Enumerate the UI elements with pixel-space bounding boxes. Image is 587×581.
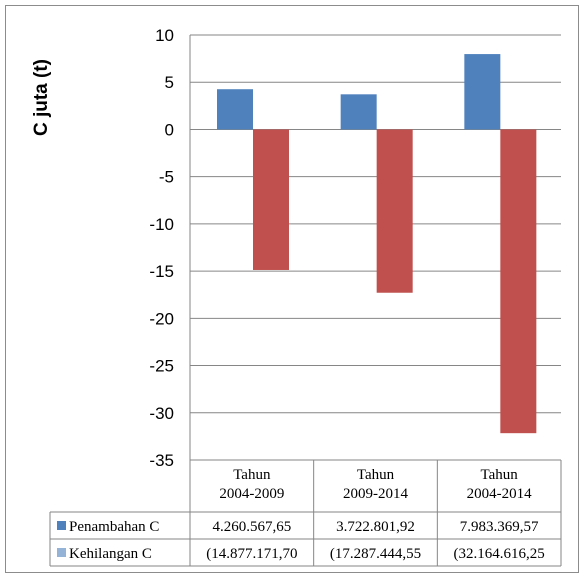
bar-penambahan — [340, 94, 377, 130]
table-value: (17.287.444,55 — [330, 546, 421, 562]
y-tick-label: 10 — [155, 26, 174, 45]
bar-kehilangan — [253, 129, 289, 270]
bar-penambahan — [464, 54, 501, 130]
table-value: 7.983.369,57 — [460, 519, 539, 535]
category-label: 2009-2014 — [343, 486, 408, 502]
category-label: 2004-2014 — [467, 486, 532, 502]
category-label: Tahun — [481, 467, 519, 483]
y-tick-label: -15 — [149, 262, 174, 281]
table-value: 3.722.801,92 — [336, 519, 415, 535]
y-tick-label: -20 — [149, 309, 174, 328]
y-tick-label: -5 — [159, 168, 174, 187]
table-value: (14.877.171,70 — [206, 546, 297, 562]
y-tick-label: -35 — [149, 451, 174, 470]
y-axis-title: C juta (t) — [31, 59, 52, 136]
category-label: Tahun — [233, 467, 271, 483]
table-value: 4.260.567,65 — [212, 519, 291, 535]
y-tick-label: -30 — [149, 404, 174, 423]
table-value: (32.164.616,25 — [454, 546, 545, 562]
y-tick-label: 0 — [165, 120, 174, 139]
legend-label: Kehilangan C — [69, 546, 152, 562]
legend-swatch — [57, 521, 66, 530]
bar-kehilangan — [376, 129, 413, 293]
y-tick-label: 5 — [165, 73, 174, 92]
y-tick-label: -10 — [149, 215, 174, 234]
category-label: 2004-2009 — [219, 486, 284, 502]
category-label: Tahun — [357, 467, 395, 483]
bar-penambahan — [217, 89, 253, 130]
bar-kehilangan — [500, 129, 537, 434]
y-tick-label: -25 — [149, 357, 174, 376]
legend-swatch — [57, 548, 66, 557]
legend-label: Penambahan C — [69, 519, 159, 535]
